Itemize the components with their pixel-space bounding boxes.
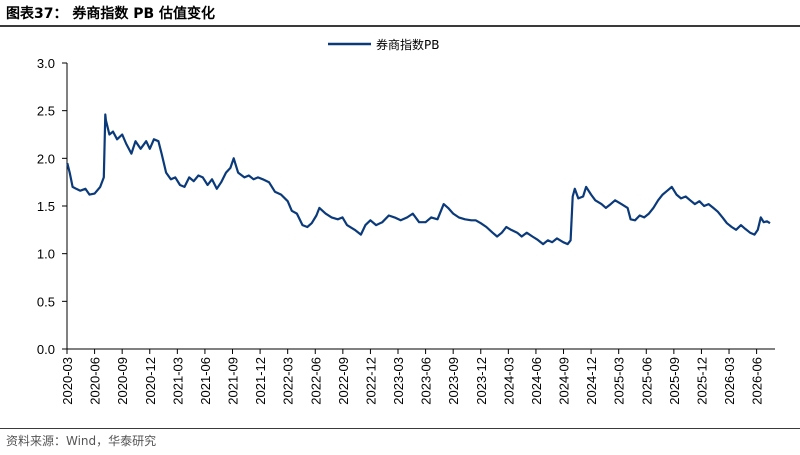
x-tick-label: 2024-09: [557, 357, 572, 405]
x-tick-label: 2024-12: [584, 357, 599, 405]
chart: 0.00.51.01.52.02.53.0 2020-03 2020-06 2020…: [37, 37, 775, 405]
legend: 券商指数PB: [328, 37, 439, 52]
footer-rule: [0, 428, 800, 429]
title-rule: [0, 25, 800, 27]
x-axis: 2020-03 2020-06 2020-09 2020-12 2021-03 2021-…: [60, 349, 765, 405]
x-tick-label: 2025-12: [694, 357, 709, 405]
y-tick-label: 2.0: [37, 151, 55, 166]
x-tick-label: 2020-06: [88, 357, 103, 405]
x-tick-label: 2023-03: [391, 357, 406, 405]
x-tick-label: 2021-06: [198, 357, 213, 405]
figure-title: 图表37： 券商指数 PB 估值变化: [6, 6, 216, 22]
y-tick-label: 1.0: [37, 247, 55, 262]
x-tick-label: 2024-06: [529, 357, 544, 405]
x-tick-label: 2020-03: [60, 357, 75, 405]
axes: [66, 63, 775, 350]
x-tick-label: 2025-06: [639, 357, 654, 405]
x-tick-label: 2026-03: [722, 357, 737, 405]
x-tick-label: 2022-03: [281, 357, 296, 405]
x-tick-label: 2026-06: [750, 357, 765, 405]
x-tick-label: 2023-06: [419, 357, 434, 405]
x-tick-label: 2022-06: [308, 357, 323, 405]
legend-label: 券商指数PB: [376, 37, 439, 52]
y-tick-label: 1.5: [37, 199, 55, 214]
x-tick-label: 2025-03: [612, 357, 627, 405]
x-tick-label: 2024-03: [501, 357, 516, 405]
x-tick-label: 2021-09: [226, 357, 241, 405]
y-axis: 0.0 0.5 1.0 1.5 2.0 2.5 3.0: [37, 56, 67, 357]
x-tick-label: 2022-12: [363, 357, 378, 405]
figure-header: 图表37： 券商指数 PB 估值变化: [0, 0, 800, 24]
x-tick-label: 2020-12: [143, 357, 158, 405]
x-tick-label: 2022-09: [336, 357, 351, 405]
x-tick-label: 2020-09: [115, 357, 130, 405]
y-tick-label: 0.5: [37, 294, 55, 309]
y-tick-label: 2.5: [37, 104, 55, 119]
source-note: 资料来源：Wind，华泰研究: [6, 434, 157, 448]
x-tick-label: 2023-09: [446, 357, 461, 405]
series-line: [66, 113, 771, 246]
x-tick-label: 2021-12: [253, 357, 268, 405]
y-tick-label: 0.0: [37, 342, 55, 357]
x-tick-label: 2025-09: [667, 357, 682, 405]
y-tick-label: 3.0: [37, 56, 55, 71]
x-tick-label: 2023-12: [474, 357, 489, 405]
x-tick-label: 2021-03: [170, 357, 185, 405]
